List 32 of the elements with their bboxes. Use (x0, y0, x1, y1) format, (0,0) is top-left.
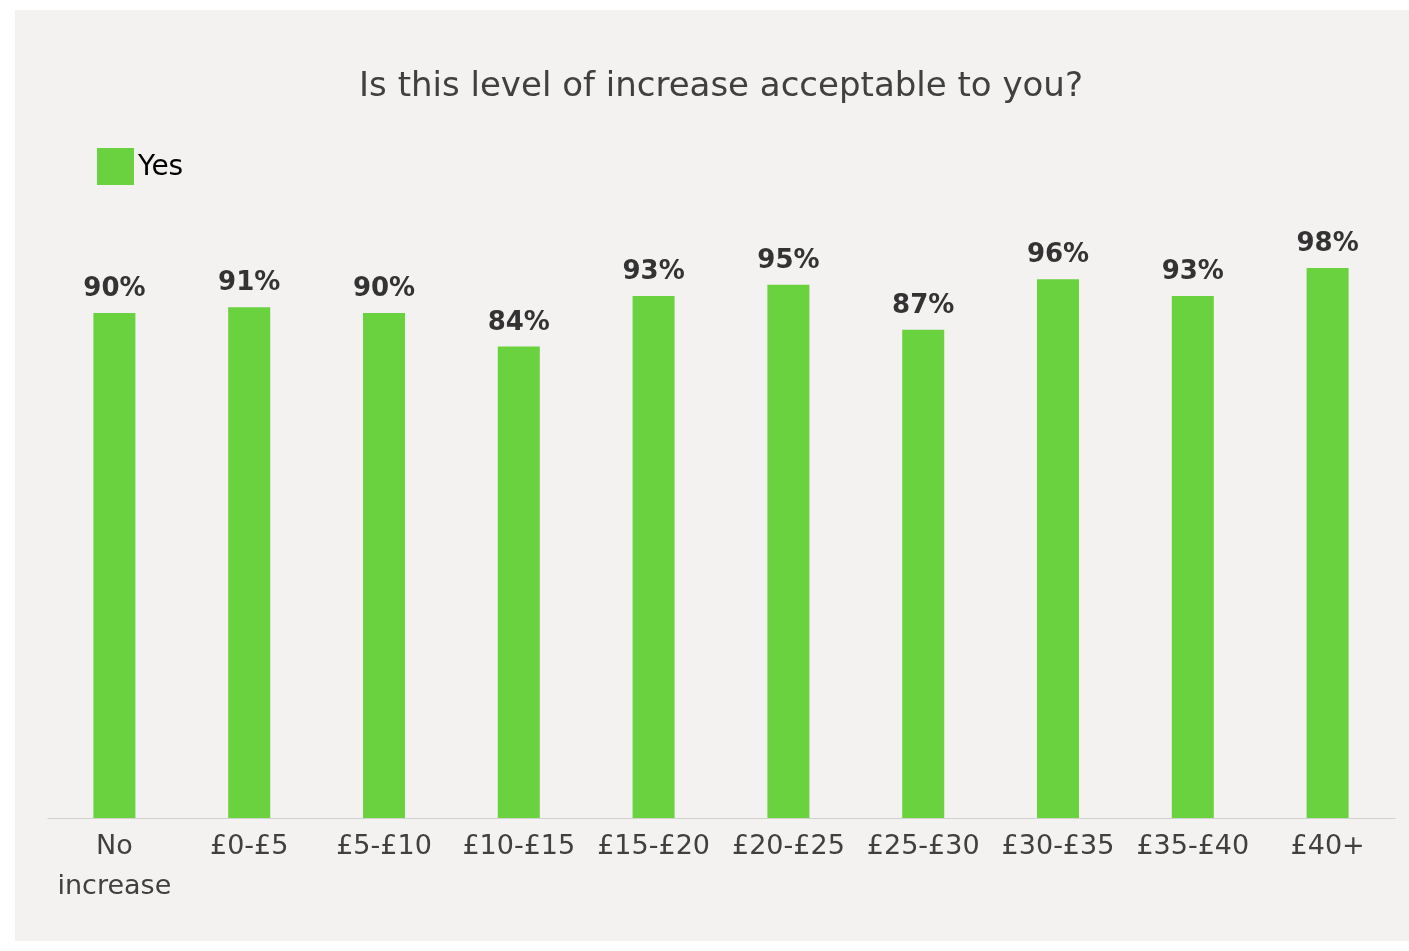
x-tick-label: £35-£40 (1136, 828, 1250, 860)
x-tick-label: £15-£20 (597, 828, 711, 860)
data-label: 93% (622, 255, 685, 286)
x-tick-label: £30-£35 (1001, 828, 1115, 860)
data-label: 95% (757, 243, 820, 274)
bar (1306, 268, 1349, 818)
data-label: 91% (218, 266, 281, 297)
bar (1037, 279, 1079, 818)
x-tick-label: £40+ (1290, 828, 1365, 860)
x-tick-label: £5-£10 (336, 828, 432, 860)
data-label: 90% (83, 271, 146, 302)
x-tick-label: No increase (57, 828, 172, 900)
bar (767, 284, 810, 818)
bar (363, 312, 405, 818)
bar (902, 329, 945, 818)
bar (1171, 296, 1214, 818)
data-label: 84% (487, 305, 550, 336)
x-tick-label: £0-£5 (209, 828, 289, 860)
x-tick-label: £25-£30 (866, 828, 980, 860)
data-label: 98% (1296, 227, 1359, 257)
data-label: 96% (1026, 238, 1090, 269)
data-label: 90% (352, 271, 416, 302)
x-tick-label: £20-£25 (731, 828, 845, 860)
chart-title: Is this level of increase acceptable to you? (359, 64, 1083, 104)
data-label: 93% (1161, 255, 1224, 286)
bar (497, 346, 540, 818)
bar (93, 312, 136, 818)
bar (632, 296, 675, 818)
bar (228, 307, 271, 818)
x-tick-label: £10-£15 (462, 828, 576, 860)
data-label: 87% (892, 288, 955, 319)
legend-label: Yes (137, 148, 184, 182)
